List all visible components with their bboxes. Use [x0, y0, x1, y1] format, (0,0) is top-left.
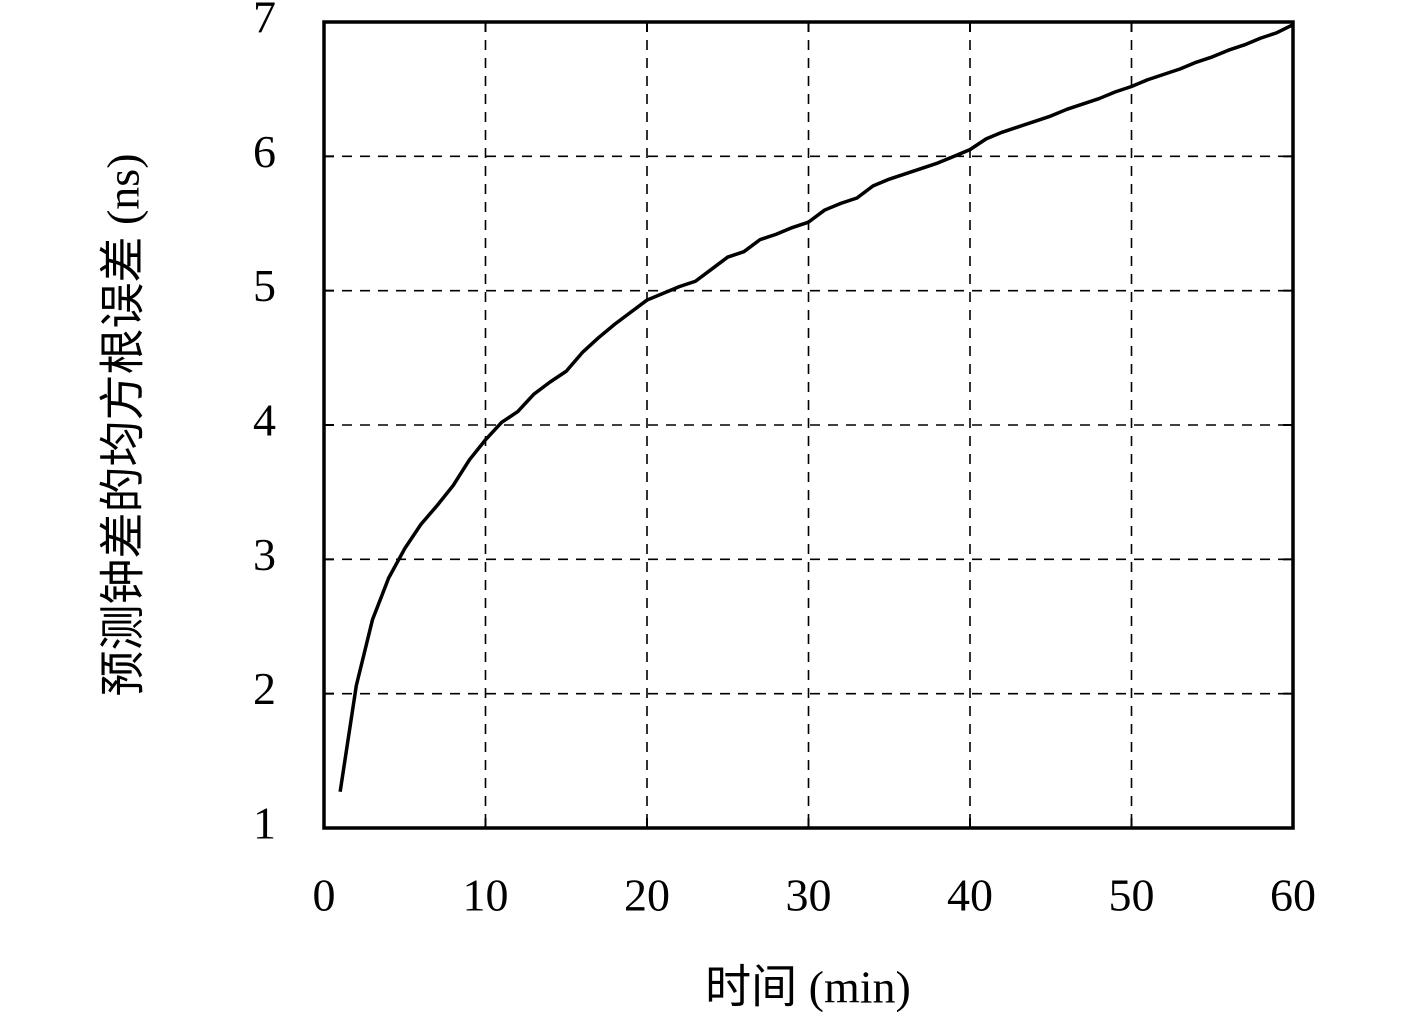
y-tick-label: 1 [253, 798, 276, 849]
x-tick-label: 40 [947, 870, 993, 921]
y-tick-label: 3 [253, 529, 276, 580]
x-tick-label: 60 [1270, 870, 1316, 921]
x-tick-label: 10 [463, 870, 509, 921]
y-tick-label: 4 [253, 395, 276, 446]
x-tick-label: 20 [624, 870, 670, 921]
y-tick-label: 5 [253, 260, 276, 311]
y-tick-label: 6 [253, 126, 276, 177]
x-axis-label: 时间 (min) [705, 962, 911, 1013]
data-line [338, 23, 1294, 792]
x-tick-label: 30 [786, 870, 832, 921]
y-axis-label: 预测钟差的均方根误差 (ns) [98, 153, 149, 696]
x-tick-label: 50 [1109, 870, 1155, 921]
y-tick-label: 7 [253, 0, 276, 43]
y-tick-label: 2 [253, 663, 276, 714]
x-tick-label: 0 [313, 870, 336, 921]
plot-frame [322, 20, 1295, 830]
